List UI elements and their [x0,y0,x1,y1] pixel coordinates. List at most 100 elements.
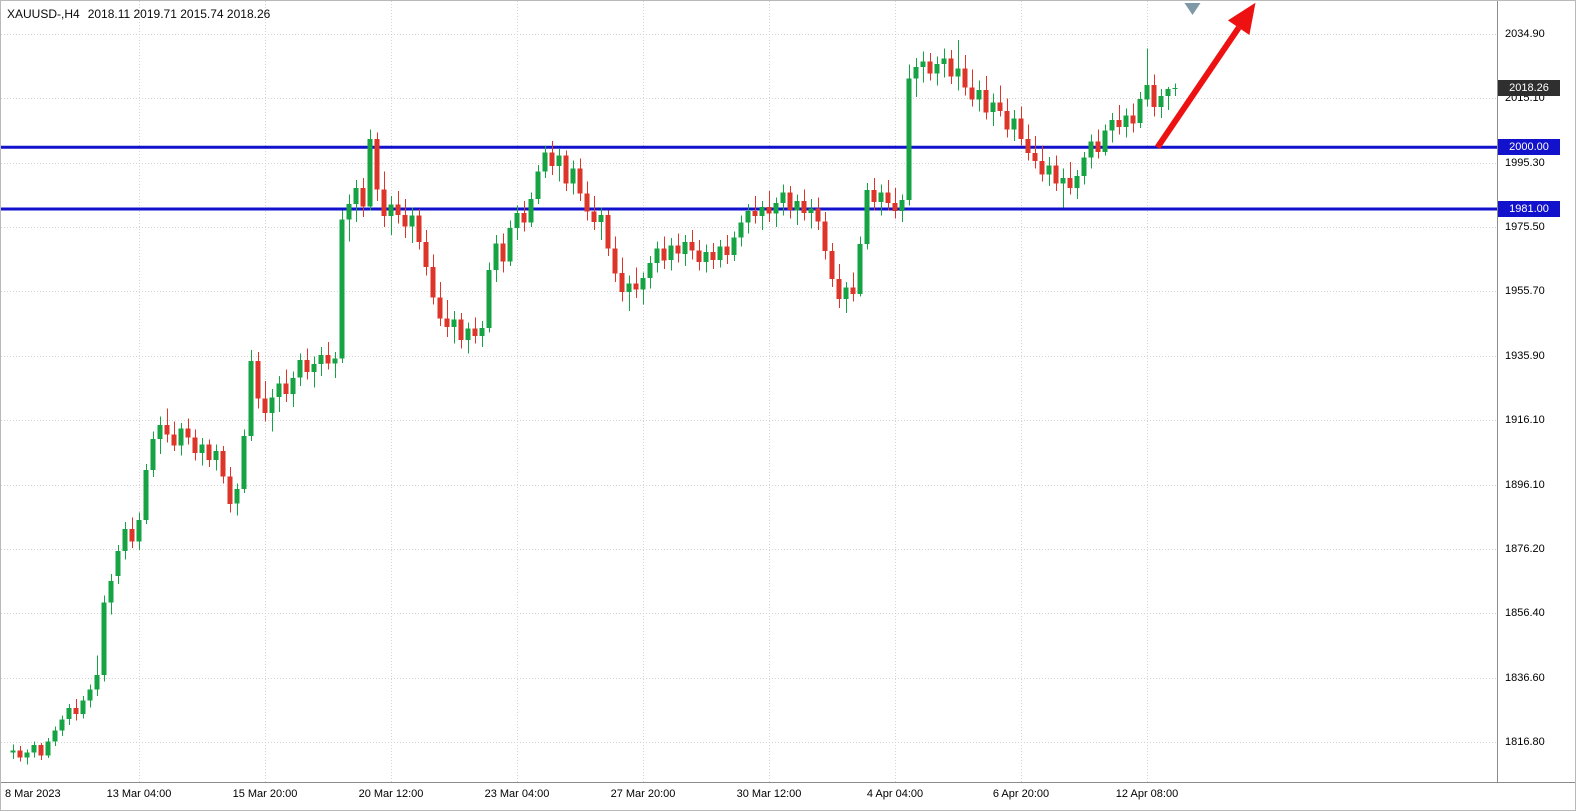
candle [801,189,807,221]
candle [885,179,891,211]
candle [1151,74,1157,117]
candle [892,187,898,219]
candle [206,439,212,467]
candle [794,194,800,226]
trend-arrow[interactable] [1155,2,1256,149]
candle [514,205,520,240]
price-axis[interactable]: 2034.90 2015.10 1995.30 1975.50 1955.70 1935.… [1497,1,1575,782]
candle [1018,106,1024,146]
time-axis-label: 8 Mar 2023 [5,788,61,800]
candle [80,695,86,719]
candle [178,423,184,456]
candle [654,241,660,273]
candle [724,234,730,265]
candle [521,200,527,232]
candle [241,429,247,493]
candle [17,746,23,762]
candle [1053,155,1059,192]
candle [122,522,128,560]
candle [647,256,653,289]
candle [374,132,380,201]
candle [150,431,156,477]
price-axis-label: 2034.90 [1505,28,1545,40]
candle [262,381,268,422]
candle [388,196,394,235]
candle [717,239,723,268]
candle [1060,168,1066,208]
price-axis-label: 1916.10 [1505,414,1545,427]
time-axis-label: 27 Mar 20:00 [610,788,676,800]
candle [115,545,121,584]
candle [458,312,464,349]
candle [101,595,107,682]
time-axis[interactable]: 8 Mar 2023 13 Mar 04:00 15 Mar 20:00 20 Mar… [1,782,1575,810]
candle [416,209,422,250]
chart-area[interactable]: XAUUSD-,H4 2018.11 2019.71 2015.74 2018.2… [1,1,1497,782]
candle [969,69,975,107]
candle [948,49,954,84]
price-axis-label: 1995.30 [1505,156,1545,169]
candle [500,233,506,273]
candle [934,56,940,86]
candle [773,197,779,227]
candle [710,243,716,269]
candle [87,684,93,708]
candle [661,236,667,269]
candle [549,140,555,175]
candle [745,204,751,234]
candle [857,236,863,297]
candle [1046,157,1052,187]
candle [479,321,485,347]
top-marker-icon[interactable] [1184,3,1201,15]
candle [703,244,709,273]
candle [24,749,30,765]
candle [899,194,905,222]
candle [185,418,191,445]
candle [878,184,884,216]
candle [423,230,429,276]
candle [990,93,996,127]
candle [1116,105,1122,135]
candle [493,234,499,282]
candle [451,311,457,344]
candle [682,234,688,266]
time-axis-label: 12 Apr 08:00 [1115,788,1179,800]
price-axis-label: 1935.90 [1505,349,1545,362]
candle [129,517,135,549]
candle [318,346,324,377]
candle [136,512,142,550]
time-axis-label: 23 Mar 04:00 [484,788,550,800]
hline-price-tag-2000: 2000.00 [1498,139,1560,156]
candle [143,463,149,524]
candle [255,351,261,409]
candle [59,715,65,737]
candle [1088,134,1094,169]
candle [1165,87,1171,110]
candle [619,257,625,302]
candle [731,231,737,261]
candle [864,183,870,250]
time-axis-label: 13 Mar 04:00 [106,788,172,800]
current-price-tag: 2018.26 [1498,80,1560,97]
candle [171,421,177,451]
candle [381,171,387,227]
candle [66,704,72,726]
candle [850,272,856,302]
candle [906,64,912,206]
candle [1172,83,1178,97]
candle [437,282,443,326]
candlestick-chart[interactable] [1,1,1497,782]
candle [955,40,961,91]
candle [983,75,989,120]
candle [486,262,492,333]
candle [339,210,345,364]
candle [584,181,590,221]
price-axis-label: 1856.40 [1505,607,1545,620]
candle [1158,88,1164,119]
candle [780,184,786,216]
candle [1123,108,1129,138]
candle [640,272,646,305]
candle [52,726,58,747]
candle [346,194,352,242]
